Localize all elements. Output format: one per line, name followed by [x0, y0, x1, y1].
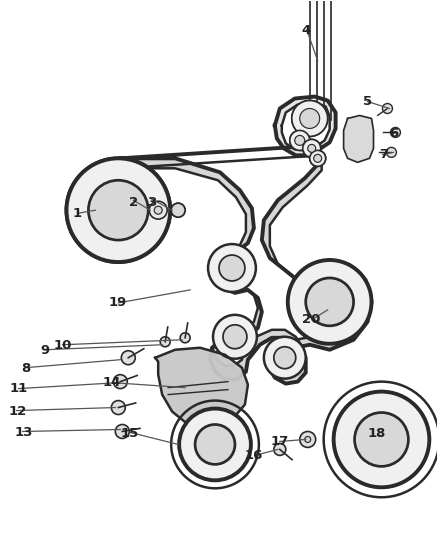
Text: 18: 18	[368, 427, 386, 440]
Text: 15: 15	[120, 427, 138, 440]
Circle shape	[264, 337, 306, 378]
Circle shape	[306, 278, 353, 326]
Circle shape	[160, 337, 170, 347]
Circle shape	[67, 158, 170, 262]
Text: 20: 20	[301, 313, 320, 326]
Polygon shape	[343, 116, 374, 163]
Text: 8: 8	[21, 362, 31, 375]
Text: 19: 19	[109, 296, 127, 309]
Circle shape	[223, 325, 247, 349]
Text: 9: 9	[41, 344, 50, 357]
Circle shape	[314, 155, 321, 163]
Circle shape	[300, 109, 320, 128]
Text: 6: 6	[389, 127, 398, 140]
Circle shape	[115, 424, 129, 439]
Circle shape	[113, 375, 127, 389]
Circle shape	[292, 101, 328, 136]
Text: 17: 17	[270, 435, 288, 448]
Circle shape	[390, 127, 400, 138]
Circle shape	[121, 351, 135, 365]
Circle shape	[310, 150, 326, 166]
Circle shape	[292, 101, 328, 136]
Circle shape	[290, 131, 310, 150]
Polygon shape	[282, 102, 330, 150]
Text: 11: 11	[10, 382, 28, 395]
Circle shape	[382, 103, 392, 114]
Text: 2: 2	[129, 196, 138, 209]
Text: 7: 7	[379, 148, 389, 161]
Text: 4: 4	[302, 23, 311, 37]
Circle shape	[274, 347, 296, 369]
Circle shape	[179, 409, 251, 480]
Circle shape	[67, 158, 170, 262]
Text: 12: 12	[8, 405, 26, 417]
Polygon shape	[155, 348, 248, 427]
Circle shape	[303, 140, 321, 157]
Circle shape	[314, 155, 321, 163]
Circle shape	[295, 135, 305, 146]
Text: 10: 10	[53, 338, 72, 352]
Circle shape	[111, 401, 125, 415]
Circle shape	[171, 203, 185, 217]
Circle shape	[355, 413, 408, 466]
Circle shape	[88, 180, 148, 240]
Circle shape	[290, 131, 310, 150]
Text: 5: 5	[363, 95, 372, 108]
Circle shape	[149, 201, 167, 219]
Circle shape	[300, 109, 320, 128]
Circle shape	[149, 201, 167, 219]
Circle shape	[274, 443, 286, 455]
Circle shape	[154, 206, 162, 214]
Circle shape	[219, 255, 245, 281]
Polygon shape	[120, 146, 371, 384]
Circle shape	[180, 333, 190, 343]
Polygon shape	[275, 96, 336, 155]
Text: 14: 14	[103, 376, 121, 389]
Circle shape	[195, 424, 235, 464]
Circle shape	[88, 180, 148, 240]
Circle shape	[213, 315, 257, 359]
Circle shape	[208, 244, 256, 292]
Circle shape	[308, 144, 316, 152]
Circle shape	[300, 432, 316, 447]
Text: 13: 13	[14, 426, 32, 439]
Circle shape	[303, 140, 321, 157]
Circle shape	[308, 144, 316, 152]
Circle shape	[334, 392, 429, 487]
Circle shape	[154, 206, 162, 214]
Circle shape	[295, 135, 305, 146]
Text: 16: 16	[245, 449, 263, 462]
Text: 3: 3	[147, 196, 156, 209]
Circle shape	[386, 148, 396, 157]
Text: 1: 1	[73, 207, 81, 220]
Circle shape	[171, 203, 185, 217]
Circle shape	[310, 150, 326, 166]
Circle shape	[288, 260, 371, 344]
Circle shape	[305, 437, 311, 442]
